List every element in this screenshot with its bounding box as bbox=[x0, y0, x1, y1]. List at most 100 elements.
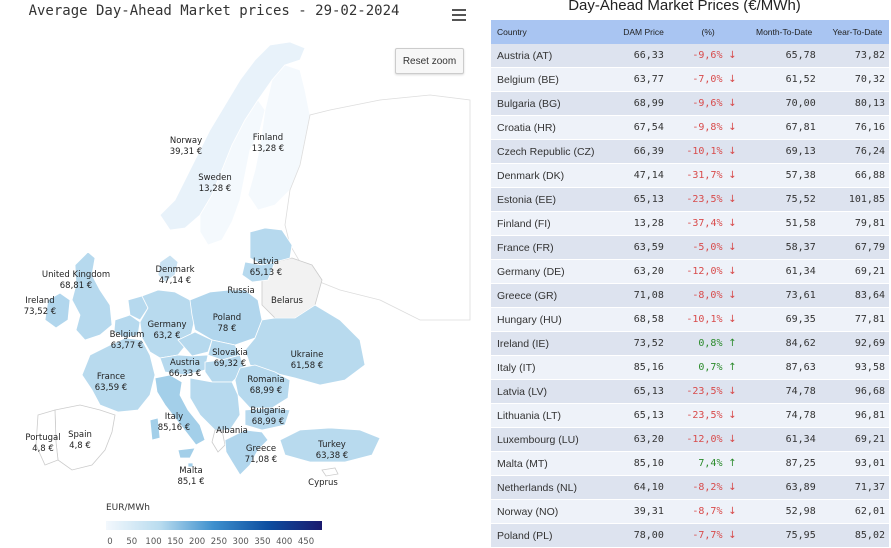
table-row[interactable]: Netherlands (NL) 64,10 -8,2% ↓ 63,89 71,37 bbox=[491, 475, 889, 500]
table-row[interactable]: Denmark (DK) 47,14 -31,7% ↓ 57,38 66,88 bbox=[491, 163, 889, 188]
map-label-name: Portugal bbox=[25, 433, 61, 443]
cell-year-to-date: 92,69 bbox=[819, 331, 889, 356]
col-header-percent[interactable]: (%) bbox=[667, 20, 743, 44]
cell-month-to-date: 67,81 bbox=[742, 115, 820, 140]
cell-dam-price: 65,13 bbox=[605, 379, 668, 404]
table-row[interactable]: Italy (IT) 85,16 0,7% ↑ 87,63 93,58 bbox=[491, 355, 889, 380]
cell-year-to-date: 96,81 bbox=[819, 403, 889, 428]
europe-map[interactable] bbox=[0, 0, 478, 545]
table-row[interactable]: Luxembourg (LU) 63,20 -12,0% ↓ 61,34 69,21 bbox=[491, 427, 889, 452]
table-row[interactable]: Poland (PL) 78,00 -7,7% ↓ 75,95 85,02 bbox=[491, 523, 889, 548]
cell-country: Denmark (DK) bbox=[491, 163, 605, 188]
reset-zoom-button[interactable]: Reset zoom bbox=[395, 48, 464, 74]
map-label-latvia: Latvia 65,13 € bbox=[250, 257, 282, 279]
table-row[interactable]: Norway (NO) 39,31 -8,7% ↓ 52,98 62,01 bbox=[491, 499, 889, 524]
table-row[interactable]: Malta (MT) 85,10 7,4% ↑ 87,25 93,01 bbox=[491, 451, 889, 476]
map-region-united-kingdom[interactable] bbox=[71, 251, 113, 341]
map-label-value: 63,59 € bbox=[94, 383, 128, 393]
table-row[interactable]: Lithuania (LT) 65,13 -23,5% ↓ 74,78 96,81 bbox=[491, 403, 889, 428]
table-row[interactable]: Bulgaria (BG) 68,99 -9,6% ↓ 70,00 80,13 bbox=[491, 91, 889, 116]
cell-month-to-date: 70,00 bbox=[742, 91, 820, 116]
cell-month-to-date: 69,35 bbox=[742, 307, 820, 332]
map-region-sicily[interactable] bbox=[177, 447, 196, 459]
map-region-malta[interactable] bbox=[187, 462, 194, 468]
table-title: Day-Ahead Market Prices (€/MWh) bbox=[568, 0, 801, 14]
legend-tick-label: 200 bbox=[188, 537, 206, 547]
map-region-romania[interactable] bbox=[234, 364, 291, 409]
table-row[interactable]: Belgium (BE) 63,77 -7,0% ↓ 61,52 70,32 bbox=[491, 67, 889, 92]
col-header-country[interactable]: Country bbox=[491, 20, 605, 44]
cell-dam-price: 78,00 bbox=[605, 523, 668, 548]
col-header-dam-price[interactable]: DAM Price bbox=[605, 20, 668, 44]
cell-year-to-date: 69,21 bbox=[819, 259, 889, 284]
cell-country: Hungary (HU) bbox=[491, 307, 605, 332]
map-region-turkey[interactable] bbox=[279, 427, 381, 463]
cell-month-to-date: 52,98 bbox=[742, 499, 820, 524]
cell-month-to-date: 51,58 bbox=[742, 211, 820, 236]
table-row[interactable]: Ireland (IE) 73,52 0,8% ↑ 84,62 92,69 bbox=[491, 331, 889, 356]
table-row[interactable]: Croatia (HR) 67,54 -9,8% ↓ 67,81 76,16 bbox=[491, 115, 889, 140]
map-region-ireland[interactable] bbox=[44, 292, 71, 329]
map-region-portugal[interactable] bbox=[35, 409, 59, 466]
cell-year-to-date: 96,68 bbox=[819, 379, 889, 404]
cell-year-to-date: 71,37 bbox=[819, 475, 889, 500]
table-row[interactable]: Czech Republic (CZ) 66,39 -10,1% ↓ 69,13 76,2… bbox=[491, 139, 889, 164]
percent-value: -23,5% bbox=[686, 386, 723, 397]
col-header-year-to-date[interactable]: Year-To-Date bbox=[819, 20, 889, 44]
map-region-denmark[interactable] bbox=[157, 254, 179, 283]
legend-tick-label: 400 bbox=[276, 537, 293, 547]
table-row[interactable]: Estonia (EE) 65,13 -23,5% ↓ 75,52 101,85 bbox=[491, 187, 889, 212]
cell-percent: 7,4% ↑ bbox=[667, 451, 743, 476]
map-region-sardinia[interactable] bbox=[149, 417, 161, 441]
map-label-value: 63,38 € bbox=[315, 451, 349, 461]
legend-tick-label: 300 bbox=[232, 537, 249, 547]
arrow-down-icon: ↓ bbox=[728, 314, 737, 325]
cell-month-to-date: 57,38 bbox=[742, 163, 820, 188]
cell-dam-price: 73,52 bbox=[605, 331, 668, 356]
percent-value: 0,7% bbox=[698, 362, 723, 373]
hamburger-menu-icon[interactable] bbox=[452, 9, 466, 21]
cell-dam-price: 85,16 bbox=[605, 355, 668, 380]
table-row[interactable]: Austria (AT) 66,33 -9,6% ↓ 65,78 73,82 bbox=[491, 44, 889, 68]
map-region-latvia[interactable] bbox=[249, 227, 293, 266]
map-region-greece[interactable] bbox=[224, 429, 269, 476]
cell-dam-price: 67,54 bbox=[605, 115, 668, 140]
percent-value: 7,4% bbox=[698, 458, 723, 469]
table-row[interactable]: France (FR) 63,59 -5,0% ↓ 58,37 67,79 bbox=[491, 235, 889, 260]
cell-year-to-date: 77,81 bbox=[819, 307, 889, 332]
table-row[interactable]: Germany (DE) 63,20 -12,0% ↓ 61,34 69,21 bbox=[491, 259, 889, 284]
map-label-name: Latvia bbox=[253, 257, 279, 267]
map-region-bulgaria[interactable] bbox=[244, 407, 291, 431]
map-label-value: 85,1 € bbox=[177, 477, 205, 487]
cell-percent: -37,4% ↓ bbox=[667, 211, 743, 236]
arrow-down-icon: ↓ bbox=[728, 170, 737, 181]
map-label-name: Norway bbox=[169, 136, 203, 146]
cell-dam-price: 39,31 bbox=[605, 499, 668, 524]
cell-year-to-date: 85,02 bbox=[819, 523, 889, 548]
map-region-lithuania[interactable] bbox=[241, 261, 276, 283]
table-row[interactable]: Latvia (LV) 65,13 -23,5% ↓ 74,78 96,68 bbox=[491, 379, 889, 404]
cell-country: Czech Republic (CZ) bbox=[491, 139, 605, 164]
cell-country: Germany (DE) bbox=[491, 259, 605, 284]
cell-dam-price: 63,20 bbox=[605, 259, 668, 284]
cell-country: Luxembourg (LU) bbox=[491, 427, 605, 452]
cell-dam-price: 47,14 bbox=[605, 163, 668, 188]
table-row[interactable]: Finland (FI) 13,28 -37,4% ↓ 51,58 79,81 bbox=[491, 211, 889, 236]
map-region-balkans bbox=[189, 377, 241, 431]
table-row[interactable]: Hungary (HU) 68,58 -10,1% ↓ 69,35 77,81 bbox=[491, 307, 889, 332]
cell-year-to-date: 70,32 bbox=[819, 67, 889, 92]
table-row[interactable]: Greece (GR) 71,08 -8,0% ↓ 73,61 83,64 bbox=[491, 283, 889, 308]
map-region-netherlands[interactable] bbox=[127, 295, 149, 321]
cell-year-to-date: 76,16 bbox=[819, 115, 889, 140]
percent-value: -12,0% bbox=[686, 266, 723, 277]
cell-year-to-date: 66,88 bbox=[819, 163, 889, 188]
map-label-name: Turkey bbox=[318, 440, 346, 450]
map-label-value: 63,2 € bbox=[153, 331, 181, 341]
cell-percent: -12,0% ↓ bbox=[667, 427, 743, 452]
map-region-sweden[interactable] bbox=[199, 99, 266, 246]
cell-country: Bulgaria (BG) bbox=[491, 91, 605, 116]
legend-color-scale bbox=[106, 521, 322, 530]
arrow-up-icon: ↑ bbox=[728, 458, 737, 469]
map-region-italy[interactable] bbox=[154, 374, 206, 446]
col-header-month-to-date[interactable]: Month-To-Date bbox=[742, 20, 820, 44]
